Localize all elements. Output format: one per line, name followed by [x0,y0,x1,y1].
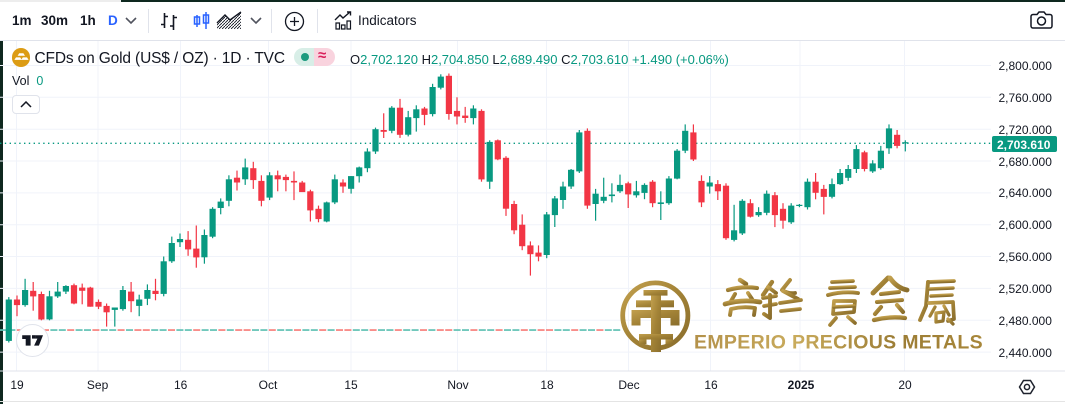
svg-text:EMPERIO PRECIOUS METALS: EMPERIO PRECIOUS METALS [694,332,983,354]
